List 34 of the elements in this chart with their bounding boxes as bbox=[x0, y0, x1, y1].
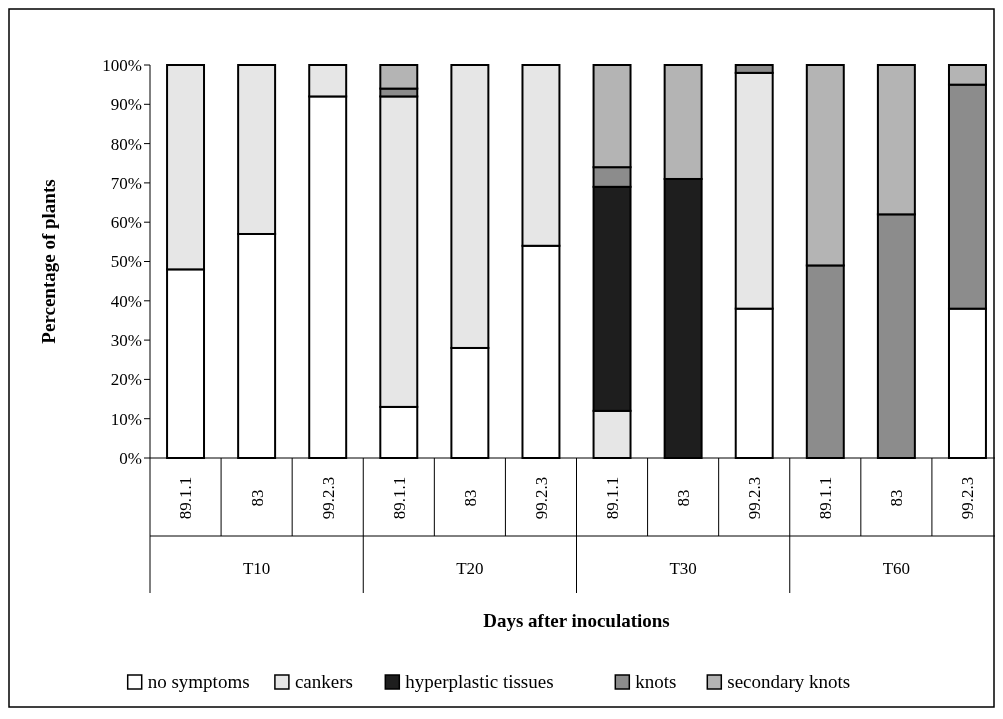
y-tick-label: 90% bbox=[110, 95, 142, 115]
legend-label: no symptoms bbox=[147, 671, 250, 692]
x-tick-label: 99.2.3 bbox=[958, 476, 978, 520]
y-tick-label: 80% bbox=[110, 134, 142, 154]
y-tick-label: 100% bbox=[102, 55, 142, 75]
x-tick-label: 99.2.3 bbox=[745, 476, 765, 520]
legend-label: hyperplastic tissues bbox=[405, 671, 554, 692]
y-tick-label: 30% bbox=[110, 331, 142, 351]
x-tick-label: 83 bbox=[674, 489, 694, 507]
text: T30 bbox=[669, 558, 697, 578]
y-tick-label: 40% bbox=[110, 291, 142, 311]
x-tick-label: 89.1.1 bbox=[602, 476, 622, 520]
text: T60 bbox=[882, 558, 911, 578]
x-tick-label: 83 bbox=[247, 489, 267, 507]
y-tick-label: 0% bbox=[119, 448, 142, 468]
x-tick-label: 83 bbox=[887, 489, 907, 507]
legend-label: secondary knots bbox=[727, 671, 851, 692]
legend-label: knots bbox=[635, 671, 677, 692]
x-tick-label: 89.1.1 bbox=[816, 476, 836, 520]
y-tick-label: 70% bbox=[110, 173, 142, 193]
y-tick-label: 20% bbox=[110, 370, 142, 390]
x-tick-label: 83 bbox=[460, 489, 480, 507]
x-tick-label: 89.1.1 bbox=[176, 476, 196, 520]
legend-label: cankers bbox=[294, 671, 353, 692]
y-tick-label: 10% bbox=[110, 409, 142, 429]
y-axis-title: Percentage of plants bbox=[37, 179, 59, 344]
y-tick-label: 60% bbox=[110, 213, 142, 233]
x-tick-label: 99.2.3 bbox=[531, 476, 551, 520]
x-tick-label: 99.2.3 bbox=[318, 476, 338, 520]
text: T10 bbox=[242, 558, 271, 578]
x-axis-title: Days after inoculations bbox=[483, 609, 670, 631]
text: T20 bbox=[456, 558, 484, 578]
x-tick-label: 89.1.1 bbox=[389, 476, 409, 520]
y-tick-label: 50% bbox=[110, 252, 142, 272]
